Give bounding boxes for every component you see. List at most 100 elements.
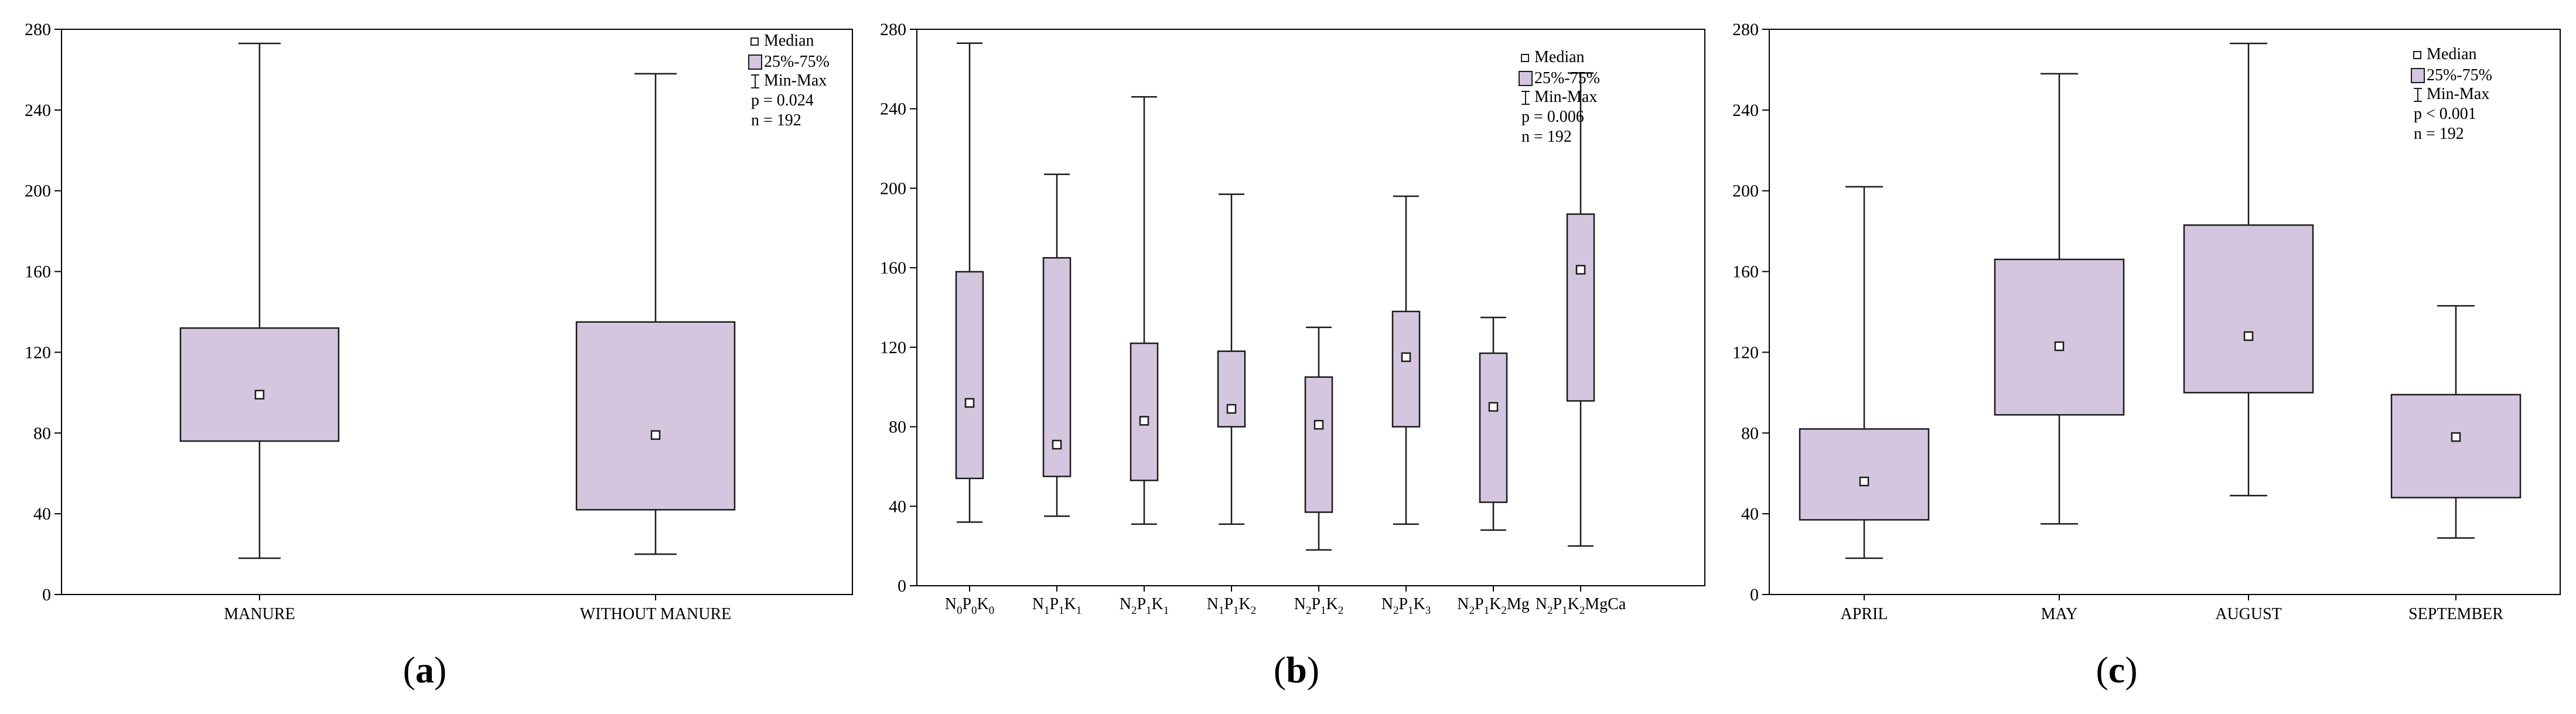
box-may	[1994, 73, 2125, 525]
plot-frame	[1769, 29, 2561, 595]
panel-caption: (b)	[1274, 649, 1319, 691]
label-base: N	[1207, 595, 1219, 613]
whisker-icon	[751, 74, 759, 88]
iqr-box	[575, 321, 736, 511]
label-s2: 1	[1059, 604, 1064, 617]
median-marker	[1052, 439, 1062, 450]
y-tick-label: 280	[1732, 20, 1759, 39]
label-mid: P	[1049, 595, 1059, 613]
x-category-label: N1P1K1	[1032, 595, 1082, 617]
boxplot-panel-a: 0 40 80 120 160 200 240 280 MANURE WITHOUT MANURE…	[25, 20, 853, 691]
label-s1: 2	[1547, 604, 1553, 617]
y-tick-label: 160	[1732, 262, 1759, 282]
legend: Median 25%-75%Min-Max p = 0.006 n = 192	[1519, 48, 1600, 146]
label-s2: 1	[1408, 604, 1414, 617]
legend-range-label: Min-Max	[1534, 88, 1597, 106]
iqr-box	[1391, 310, 1421, 428]
label-mid: P	[1311, 595, 1321, 613]
panel-caption: (c)	[2096, 649, 2137, 691]
label-s2: 0	[971, 604, 977, 617]
x-category-label: APRIL	[1841, 605, 1888, 623]
y-tick-label: 160	[25, 262, 51, 282]
legend-median-label: Median	[2427, 45, 2477, 63]
small-square-icon	[750, 37, 759, 46]
median-marker	[254, 390, 265, 400]
median-marker	[1139, 416, 1149, 426]
median-marker	[1575, 265, 1586, 275]
x-category-label: N2P1K2MgCa	[1536, 595, 1626, 617]
y-tick-label: 120	[25, 343, 51, 362]
x-category-label: MAY	[2041, 605, 2078, 623]
caption-letter: b	[1286, 649, 1307, 691]
legend-median-label: Median	[764, 32, 814, 50]
median-marker	[2054, 341, 2065, 351]
label-s1: 1	[1044, 604, 1050, 617]
iqr-box	[2390, 394, 2522, 498]
y-tick-label: 40	[1741, 504, 1759, 524]
iqr-box	[1799, 428, 1930, 521]
x-category-label: MANURE	[224, 605, 295, 623]
median-marker	[2243, 331, 2254, 341]
median-marker	[1401, 352, 1411, 363]
legend-n-value: n = 192	[1521, 128, 1572, 146]
box-swatch-icon	[1519, 71, 1533, 86]
iqr-box	[955, 271, 984, 480]
label-k: K	[1152, 595, 1164, 613]
caption-paren-open: (	[403, 649, 415, 691]
label-k: K	[1326, 595, 1338, 613]
box-n2p1k2mg	[1479, 316, 1508, 531]
y-tick-label: 40	[889, 497, 906, 516]
label-k: K	[977, 595, 989, 613]
small-square-icon	[1521, 54, 1529, 62]
label-s3: 2	[1338, 604, 1344, 617]
label-mid: P	[1398, 595, 1408, 613]
y-tick-label: 240	[1732, 101, 1759, 120]
iqr-box	[1217, 350, 1246, 428]
y-tick-label: 240	[25, 101, 51, 120]
legend-range-label: Min-Max	[2427, 85, 2489, 103]
y-tick-label: 40	[33, 504, 51, 524]
box-manure	[179, 42, 340, 559]
legend-p-value: p = 0.006	[1521, 108, 1584, 126]
label-s1: 2	[1306, 604, 1312, 617]
legend: Median 25%-75%Min-Max p < 0.001 n = 192	[2411, 45, 2492, 143]
plot-frame	[61, 29, 853, 595]
label-s3: 1	[1076, 604, 1082, 617]
label-base: N	[1381, 595, 1393, 613]
box-n2p1k2	[1304, 326, 1333, 551]
label-base: N	[1294, 595, 1306, 613]
x-category-label: N2P1K1	[1120, 595, 1169, 617]
legend-median-label: Median	[1534, 48, 1585, 66]
label-base: N	[1536, 595, 1547, 613]
label-base: N	[1032, 595, 1044, 613]
x-category-label: N0P0K0	[945, 595, 995, 617]
label-s3: 2	[1501, 604, 1507, 617]
median-marker	[650, 430, 661, 440]
x-category-label: AUGUST	[2215, 605, 2282, 623]
label-base: N	[1457, 595, 1469, 613]
label-tail: Mg	[1507, 595, 1530, 613]
label-s2: 1	[1233, 604, 1239, 617]
box-n1p1k1	[1042, 173, 1072, 517]
panel-caption: (a)	[403, 649, 447, 691]
caption-paren-open: (	[2096, 649, 2108, 691]
label-s1: 0	[957, 604, 963, 617]
y-tick-label: 120	[880, 338, 906, 357]
label-s3: 3	[1425, 604, 1431, 617]
label-k: K	[1489, 595, 1501, 613]
label-mid: P	[962, 595, 971, 613]
box-n0p0k0	[955, 42, 984, 523]
median-marker	[1488, 402, 1499, 412]
legend-iqr-label: 25%-75%	[764, 53, 830, 71]
whisker-icon	[2414, 88, 2422, 102]
label-s2: 1	[1484, 604, 1490, 617]
label-s1: 2	[1469, 604, 1475, 617]
small-square-icon	[2413, 51, 2421, 59]
box-august	[2183, 42, 2314, 497]
label-s2: 1	[1321, 604, 1326, 617]
caption-paren-close: )	[434, 649, 446, 691]
box-september	[2390, 305, 2522, 539]
